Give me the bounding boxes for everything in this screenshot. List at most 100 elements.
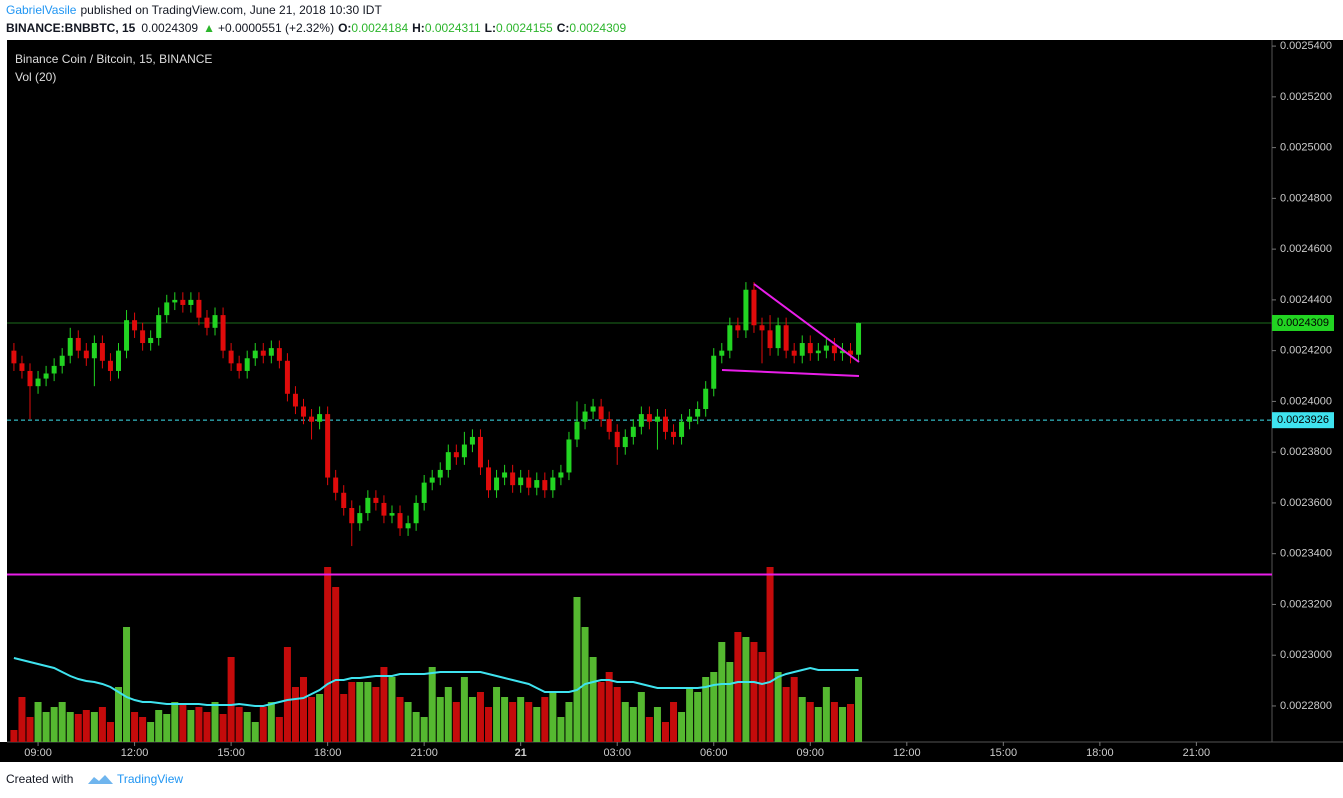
volume-bar bbox=[74, 714, 82, 742]
candle-body bbox=[574, 421, 580, 440]
candle-body bbox=[413, 502, 419, 524]
volume-bar bbox=[82, 710, 90, 742]
volume-bar bbox=[694, 692, 702, 742]
candle-body bbox=[469, 436, 475, 445]
header-bg bbox=[0, 0, 1343, 40]
level-label: 0.0023926 bbox=[1277, 414, 1329, 426]
volume-bar bbox=[356, 682, 364, 742]
candle-body bbox=[807, 343, 813, 354]
candle-body bbox=[325, 414, 331, 478]
volume-bar bbox=[661, 722, 669, 742]
volume-bar bbox=[830, 702, 838, 742]
volume-bar bbox=[18, 697, 26, 742]
x-tick-label: 21:00 bbox=[1183, 747, 1211, 759]
volume-bar bbox=[798, 697, 806, 742]
level-box bbox=[1272, 412, 1334, 429]
candle-body bbox=[759, 325, 765, 331]
volume-bar bbox=[227, 657, 235, 742]
x-tick-label: 12:00 bbox=[121, 747, 149, 759]
volume-bar bbox=[557, 717, 565, 742]
candle-body bbox=[11, 350, 17, 364]
candle-body bbox=[349, 508, 355, 524]
candle-body bbox=[606, 419, 612, 432]
candle-body bbox=[767, 330, 773, 349]
candle-body bbox=[671, 431, 677, 437]
candle-body bbox=[558, 472, 564, 478]
volume-ma-line bbox=[13, 657, 859, 707]
volume-bar bbox=[814, 707, 822, 742]
volume-bar bbox=[444, 687, 452, 742]
candle-body bbox=[212, 315, 218, 328]
volume-bar bbox=[163, 714, 171, 742]
volume-bar bbox=[131, 712, 139, 742]
volume-bar bbox=[155, 710, 163, 742]
published: published on TradingView.com, June 21, 2… bbox=[80, 3, 382, 17]
volume-bar bbox=[710, 672, 718, 742]
candle-body bbox=[695, 409, 701, 417]
volume-bar bbox=[742, 637, 750, 742]
candle-body bbox=[799, 343, 805, 356]
candle-body bbox=[397, 513, 403, 529]
volume-bar bbox=[251, 722, 259, 742]
volume-bar bbox=[308, 697, 316, 742]
volume-bar bbox=[364, 682, 372, 742]
y-tick-label: 0.0024600 bbox=[1280, 243, 1332, 255]
y-tick-label: 0.0025400 bbox=[1280, 40, 1332, 52]
volume-bar bbox=[300, 677, 308, 742]
volume-bar bbox=[517, 697, 525, 742]
candle-body bbox=[19, 363, 25, 371]
x-tick-label: 18:00 bbox=[314, 747, 342, 759]
candle-body bbox=[461, 444, 467, 458]
candle-body bbox=[164, 302, 170, 316]
volume-bar bbox=[726, 662, 734, 742]
volume-bar bbox=[34, 702, 42, 742]
candle-body bbox=[646, 414, 652, 422]
y-tick-label: 0.0024800 bbox=[1280, 192, 1332, 204]
candle-body bbox=[638, 414, 644, 427]
candle-body bbox=[679, 421, 685, 437]
volume-bar bbox=[388, 677, 396, 742]
candle-body bbox=[357, 513, 363, 524]
volume-bar bbox=[10, 730, 18, 742]
y-tick-label: 0.0023600 bbox=[1280, 497, 1332, 509]
candle-body bbox=[831, 345, 837, 354]
volume-bar bbox=[501, 697, 509, 742]
volume-bar bbox=[509, 702, 517, 742]
footer-created: Created with bbox=[6, 772, 73, 786]
candle-body bbox=[67, 337, 73, 356]
volume-bar bbox=[42, 712, 50, 742]
candle-body bbox=[743, 289, 749, 331]
candle-body bbox=[445, 452, 451, 470]
candle-body bbox=[333, 477, 339, 493]
candle-body bbox=[140, 330, 146, 344]
candle-body bbox=[156, 315, 162, 338]
price-labels: 0.0024309 0.0023926 bbox=[1272, 314, 1334, 429]
candle-body bbox=[566, 439, 572, 473]
candle-body bbox=[711, 355, 717, 389]
volume-bar bbox=[678, 712, 686, 742]
volume-bar bbox=[179, 704, 187, 742]
candle-body bbox=[662, 416, 668, 432]
candle-body bbox=[654, 416, 660, 422]
candle-body bbox=[839, 350, 845, 354]
candle-body bbox=[494, 477, 500, 491]
y-tick-label: 0.0025000 bbox=[1280, 142, 1332, 154]
volume-bar bbox=[203, 712, 211, 742]
volume-bar bbox=[267, 702, 275, 742]
volume-bar bbox=[621, 702, 629, 742]
volume-bar bbox=[98, 707, 106, 742]
h-label: H: bbox=[412, 21, 425, 35]
candle-body bbox=[276, 348, 282, 361]
volume-bar bbox=[58, 702, 66, 742]
candle-body bbox=[550, 477, 556, 491]
plot bbox=[7, 282, 1272, 742]
candle-body bbox=[405, 523, 411, 529]
volume-bar bbox=[114, 687, 122, 742]
chart-title: Binance Coin / Bitcoin, 15, BINANCE bbox=[15, 52, 212, 66]
candle-body bbox=[204, 317, 210, 328]
volume-bar bbox=[702, 677, 710, 742]
volume-bar bbox=[139, 717, 147, 742]
volume-bar bbox=[686, 687, 694, 742]
volume-bar bbox=[243, 712, 251, 742]
candle-body bbox=[775, 325, 781, 349]
